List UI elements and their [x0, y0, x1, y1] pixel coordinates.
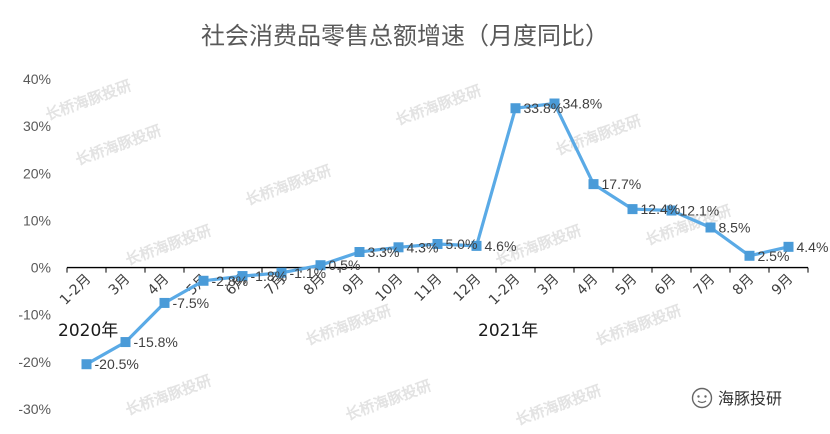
watermark-text: 长桥海豚投研	[243, 161, 334, 209]
data-point	[159, 297, 170, 308]
data-label: 33.8%	[524, 100, 564, 116]
brand-text: 海豚投研	[718, 389, 782, 408]
data-point	[705, 222, 716, 233]
x-tick-label: 11月	[412, 271, 446, 305]
data-label: -7.5%	[173, 295, 210, 311]
watermark-1: 长桥海豚投研	[243, 161, 334, 209]
data-point	[315, 260, 326, 271]
watermark-text: 长桥海豚投研	[43, 76, 134, 124]
data-point	[198, 275, 209, 286]
data-point	[783, 241, 794, 252]
data-label: -2.8%	[212, 273, 249, 289]
data-label: 8.5%	[719, 220, 751, 236]
y-tick-label: -30%	[18, 401, 51, 417]
data-label: 4.4%	[797, 239, 829, 255]
watermark-0: 长桥海豚投研	[73, 121, 164, 169]
data-label: 3.3%	[368, 244, 400, 260]
data-labels: -20.5% -15.8% -7.5%-2.8% -1.8% -1.1% 0.5% 3.3%…	[95, 96, 829, 373]
watermark-text: 长桥海豚投研	[513, 381, 604, 429]
watermark-11: 长桥海豚投研	[513, 381, 604, 429]
x-tick-label: 12月	[451, 271, 485, 305]
data-point	[666, 205, 677, 216]
watermark-2: 长桥海豚投研	[393, 81, 484, 129]
data-label: -1.8%	[251, 268, 288, 284]
wechat-icon	[691, 387, 713, 409]
watermark-text: 长桥海豚投研	[593, 301, 684, 349]
chart-title: 社会消费品零售总额增速（月度同比）	[201, 22, 609, 50]
data-point	[354, 247, 365, 258]
series-markers	[81, 98, 794, 370]
data-label: 12.1%	[680, 203, 720, 219]
data-point	[393, 242, 404, 253]
year-label-2020: 2020年	[58, 321, 118, 341]
x-tick-label: 6月	[652, 271, 680, 299]
y-tick-label: -20%	[18, 354, 51, 370]
watermark-text: 长桥海豚投研	[343, 376, 434, 424]
data-label: 12.4%	[641, 201, 681, 217]
x-tick-label: 4月	[145, 271, 173, 299]
data-label: 5.0%	[446, 236, 478, 252]
watermark-8: 长桥海豚投研	[593, 301, 684, 349]
x-tick-label: 7月	[691, 271, 719, 299]
y-tick-label: 0%	[31, 260, 51, 276]
y-tick-label: -10%	[18, 307, 51, 323]
watermark-text: 长桥海豚投研	[123, 221, 214, 269]
watermark-text: 长桥海豚投研	[393, 81, 484, 129]
data-point	[744, 250, 755, 261]
data-label: 4.3%	[407, 239, 439, 255]
y-axis-ticks: -30% -20% -10% 0% 10% 20% 30% 40%	[18, 71, 51, 417]
watermark-12: 长桥海豚投研	[43, 76, 134, 124]
x-tick-label: 1-2月	[57, 271, 94, 308]
watermark-10: 长桥海豚投研	[343, 376, 434, 424]
year-label-2021: 2021年	[478, 321, 538, 341]
y-tick-label: 30%	[23, 118, 51, 134]
watermark-6: 长桥海豚投研	[303, 301, 394, 349]
data-point	[627, 204, 638, 215]
data-label: 0.5%	[329, 257, 361, 273]
x-tick-label: 5月	[613, 271, 641, 299]
watermark-9: 长桥海豚投研	[123, 371, 214, 419]
x-tick-label: 8月	[730, 271, 758, 299]
x-tick-label: 9月	[769, 271, 797, 299]
brand-badge: 海豚投研	[691, 387, 782, 409]
watermark-5: 长桥海豚投研	[123, 221, 214, 269]
data-label: -20.5%	[95, 356, 139, 372]
data-point	[432, 239, 443, 249]
y-tick-label: 20%	[23, 165, 51, 181]
x-tick-label: 3月	[106, 271, 134, 299]
x-axis-ticks: 1-2月 3月 4月 5月 6月 7月 8月 9月 10月 11月 12月 1-2月 3月 4月 5月 6月 7…	[57, 267, 809, 308]
x-tick-label: 4月	[574, 271, 602, 299]
data-point	[588, 179, 599, 190]
data-point	[510, 103, 521, 114]
y-tick-label: 10%	[23, 212, 51, 228]
x-tick-label: 3月	[535, 271, 563, 299]
data-point	[81, 359, 92, 370]
data-label: 34.8%	[563, 96, 603, 112]
data-point	[237, 271, 248, 282]
watermark-text: 长桥海豚投研	[123, 371, 214, 419]
data-point	[471, 240, 482, 251]
y-tick-label: 40%	[23, 71, 51, 87]
data-label: 4.6%	[485, 238, 517, 254]
data-label: 17.7%	[602, 176, 642, 192]
data-point	[120, 337, 131, 348]
watermark-3: 长桥海豚投研	[553, 111, 644, 159]
data-label: 2.5%	[758, 248, 790, 264]
data-point	[549, 98, 560, 109]
data-label: -1.1%	[290, 265, 327, 281]
watermark-text: 长桥海豚投研	[73, 121, 164, 169]
watermark-text: 长桥海豚投研	[553, 111, 644, 159]
watermark-text: 长桥海豚投研	[303, 301, 394, 349]
x-tick-label: 1-2月	[486, 271, 523, 308]
x-tick-label: 10月	[373, 271, 407, 305]
data-point	[276, 267, 287, 278]
data-label: -15.8%	[134, 334, 178, 350]
x-tick-label: 9月	[340, 271, 368, 299]
